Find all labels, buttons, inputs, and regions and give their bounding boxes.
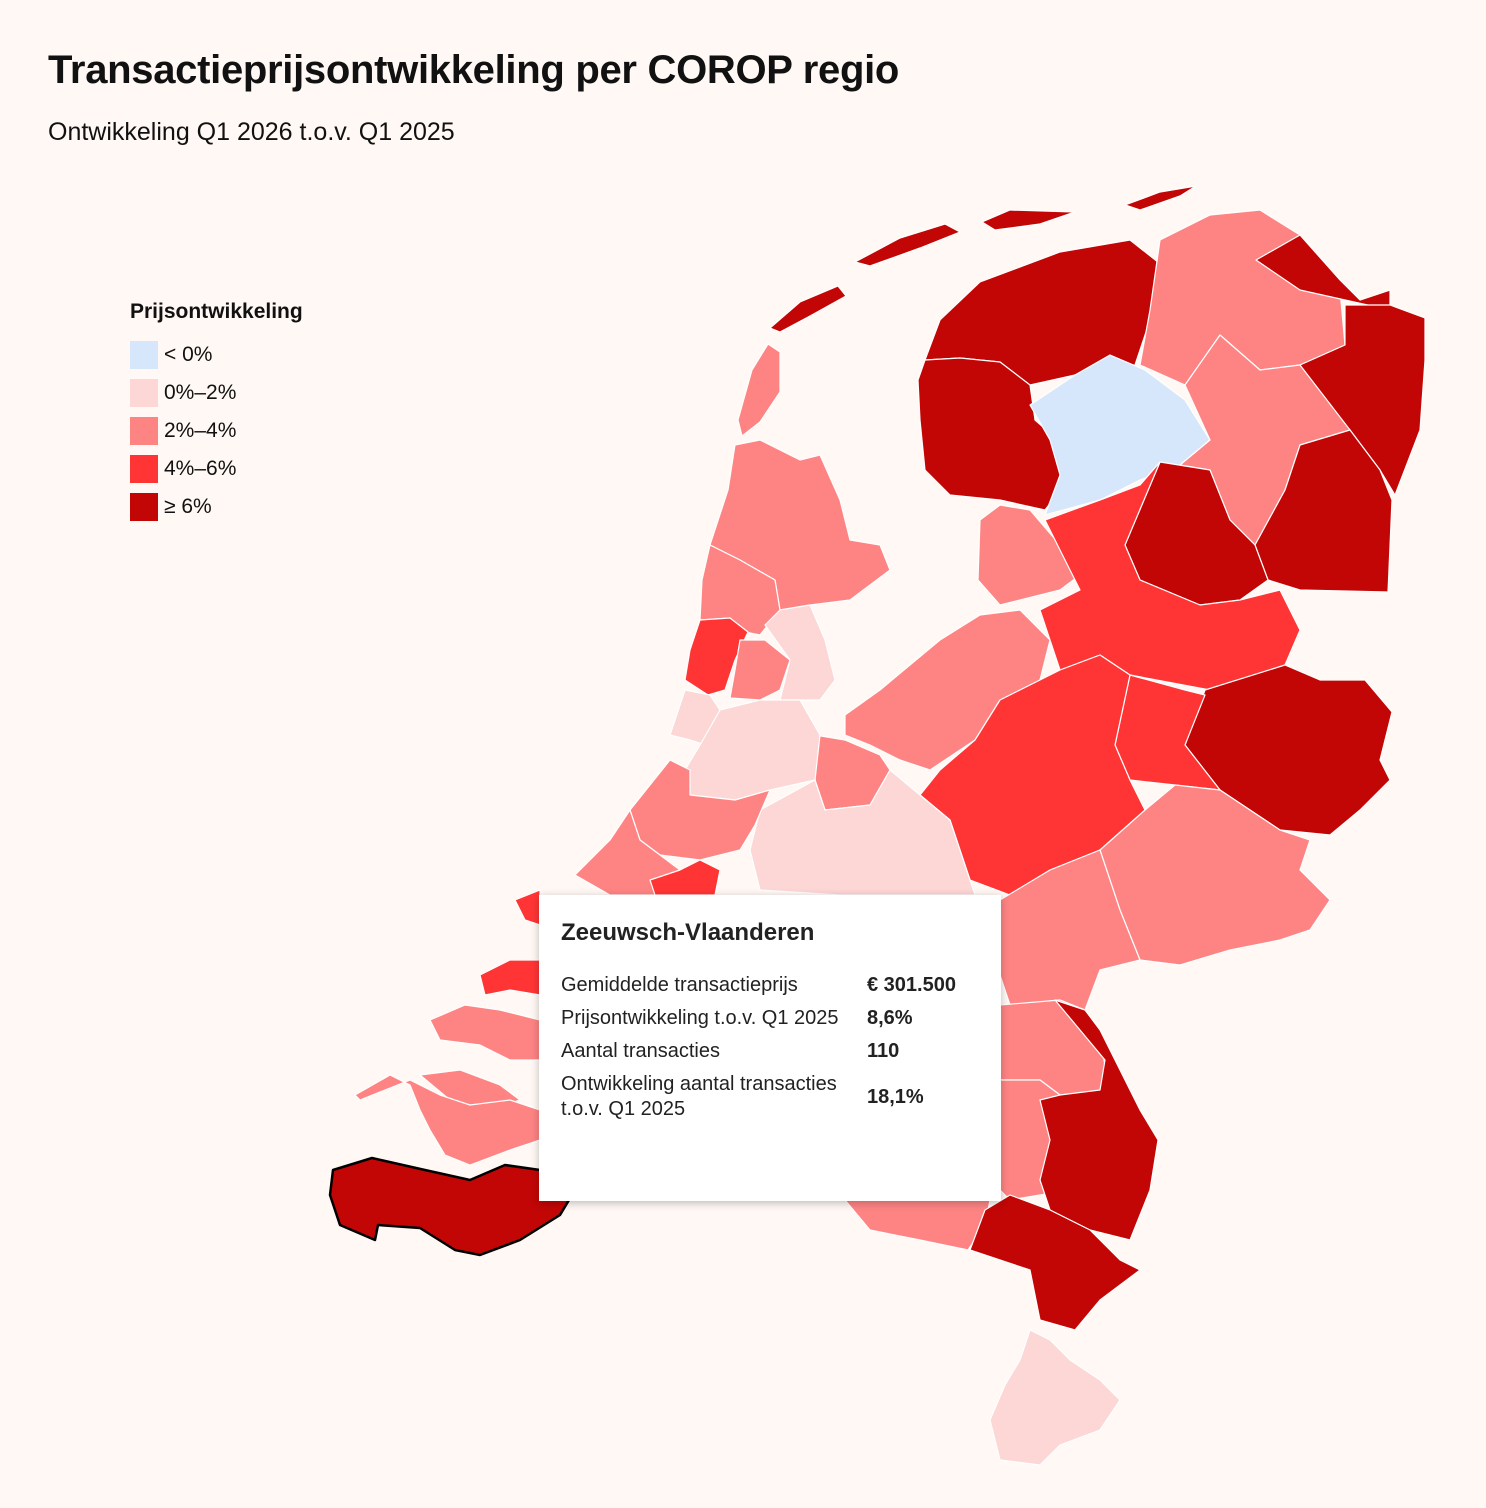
- legend-item-4-6: 4%–6%: [130, 450, 303, 488]
- legend-label: 4%–6%: [164, 457, 237, 480]
- tooltip-row-price: Gemiddelde transactieprijs € 301.500: [561, 973, 979, 998]
- tooltip-region-name: Zeeuwsch-Vlaanderen: [561, 919, 815, 946]
- tooltip-value: € 301.500: [867, 974, 956, 996]
- region-delfzijl[interactable]: [1255, 234, 1391, 311]
- tooltip-row-transactions-change: Ontwikkeling aantal transacties t.o.v. Q…: [561, 1072, 979, 1122]
- region-arnhem-nijmegen[interactable]: [994, 849, 1141, 1011]
- legend-label: ≥ 6%: [164, 495, 212, 518]
- tooltip-value: 8,6%: [867, 1007, 913, 1029]
- region-texel-island[interactable]: [737, 343, 781, 437]
- region-wadden-terschelling[interactable]: [854, 223, 961, 267]
- region-oost-groningen[interactable]: [1299, 304, 1426, 496]
- region-wadden-west[interactable]: [769, 285, 847, 333]
- region-groot-amsterdam[interactable]: [764, 604, 836, 701]
- region-tooltip: Zeeuwsch-Vlaanderen Gemiddelde transacti…: [539, 895, 1001, 1201]
- region-noord-overijssel[interactable]: [1039, 461, 1301, 691]
- legend-swatch: [130, 341, 158, 369]
- region-midden-limburg[interactable]: [969, 1194, 1141, 1331]
- tooltip-value: 110: [867, 1040, 900, 1062]
- region-schouwen[interactable]: [429, 1004, 541, 1061]
- region-utrecht[interactable]: [749, 769, 976, 896]
- legend-label: 2%–4%: [164, 419, 237, 442]
- region-zeeuwsch-vlaanderen[interactable]: [328, 1156, 577, 1257]
- tooltip-row-price-change: Prijsontwikkeling t.o.v. Q1 2025 8,6%: [561, 1006, 979, 1031]
- tooltip-label: Prijsontwikkeling t.o.v. Q1 2025: [561, 1007, 839, 1029]
- region-ijmond[interactable]: [684, 617, 749, 696]
- region-voorne-putten[interactable]: [514, 889, 541, 926]
- region-goeree[interactable]: [479, 959, 541, 996]
- legend-label: 0%–2%: [164, 381, 237, 404]
- legend-item-6-plus: ≥ 6%: [130, 488, 303, 526]
- legend-swatch: [130, 493, 158, 521]
- region-achterhoek[interactable]: [1099, 784, 1331, 966]
- tooltip-label: Aantal transacties: [561, 1040, 720, 1062]
- tooltip-label: Ontwikkeling aantal transacties t.o.v. Q…: [561, 1073, 837, 1120]
- legend: Prijsontwikkeling < 0% 0%–2% 2%–4% 4%–6%…: [130, 300, 303, 526]
- legend-title: Prijsontwikkeling: [130, 300, 303, 323]
- region-zaanstreek[interactable]: [729, 639, 791, 701]
- region-wadden-ameland[interactable]: [981, 209, 1076, 231]
- region-alkmaar[interactable]: [699, 544, 781, 636]
- legend-label: < 0%: [164, 343, 213, 366]
- region-wadden-schiermonnikoog[interactable]: [1124, 185, 1197, 211]
- legend-swatch: [130, 417, 158, 445]
- region-overig-zeeland[interactable]: [354, 1074, 541, 1166]
- tooltip-value: 18,1%: [867, 1085, 924, 1108]
- tooltip-row-transactions: Aantal transacties 110: [561, 1039, 979, 1064]
- legend-item-negative: < 0%: [130, 336, 303, 374]
- page-subtitle: Ontwikkeling Q1 2026 t.o.v. Q1 2025: [48, 118, 455, 146]
- tooltip-label: Gemiddelde transactieprijs: [561, 974, 798, 996]
- legend-item-0-2: 0%–2%: [130, 374, 303, 412]
- page-title: Transactieprijsontwikkeling per COROP re…: [48, 48, 900, 92]
- legend-item-2-4: 2%–4%: [130, 412, 303, 450]
- region-zuid-limburg[interactable]: [989, 1329, 1121, 1466]
- legend-swatch: [130, 379, 158, 407]
- region-zuidoost-drenthe[interactable]: [1254, 429, 1393, 593]
- region-west-noord-brabant[interactable]: [844, 1194, 991, 1251]
- legend-swatch: [130, 455, 158, 483]
